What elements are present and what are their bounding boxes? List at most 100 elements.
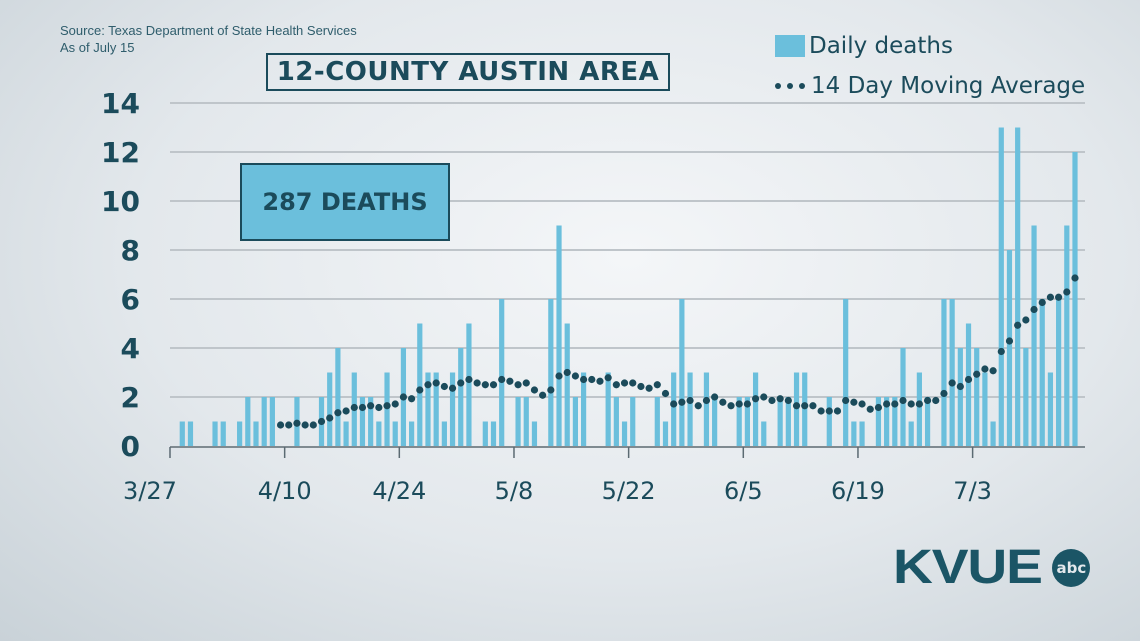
bar xyxy=(433,372,439,446)
moving-average-dot xyxy=(711,393,719,401)
y-tick-label: 10 xyxy=(101,185,140,218)
moving-average-dot xyxy=(1038,298,1046,307)
moving-average-dot xyxy=(375,403,383,412)
abc-logo-icon: abc xyxy=(1052,548,1091,587)
moving-average-dot xyxy=(399,393,408,401)
moving-average-dot xyxy=(678,398,686,406)
moving-average-dot xyxy=(571,372,580,380)
bar xyxy=(220,421,226,446)
bar xyxy=(687,372,693,446)
bar xyxy=(1047,372,1054,446)
moving-average-dot xyxy=(629,379,637,387)
bar xyxy=(368,397,374,446)
moving-average-dot xyxy=(498,375,506,384)
moving-average-dot xyxy=(932,396,940,405)
bar xyxy=(441,421,447,446)
bar xyxy=(662,421,669,446)
bar xyxy=(752,372,759,446)
moving-average-dot xyxy=(694,402,702,410)
x-tick-label: 5/8 xyxy=(495,477,534,505)
moving-average-dot xyxy=(367,402,375,410)
moving-average-dot xyxy=(948,379,956,387)
bar xyxy=(679,299,685,446)
bar xyxy=(843,299,849,446)
legend: Daily deaths 14 Day Moving Average xyxy=(775,26,1085,106)
moving-average-dot xyxy=(768,396,776,405)
bar xyxy=(490,421,497,446)
bar xyxy=(1072,152,1078,446)
bar xyxy=(425,372,431,446)
legend-label: 14 Day Moving Average xyxy=(811,73,1086,99)
moving-average-dot xyxy=(342,407,350,415)
moving-average-dot xyxy=(424,381,432,389)
moving-average-dot xyxy=(645,384,653,392)
moving-average-dot xyxy=(661,389,670,398)
bar xyxy=(630,397,636,446)
moving-average-dot xyxy=(440,382,448,391)
bar xyxy=(269,397,275,446)
bar xyxy=(417,323,423,446)
moving-average-dot xyxy=(350,403,358,412)
chart-title: 12-COUNTY AUSTIN AREA xyxy=(266,53,670,91)
bar xyxy=(466,323,472,446)
moving-average-dot xyxy=(817,407,825,415)
moving-average-dot xyxy=(1063,288,1071,296)
moving-average-dot xyxy=(276,421,285,429)
bar xyxy=(851,421,857,446)
moving-average-dot xyxy=(842,396,850,405)
moving-average-dot xyxy=(858,400,866,408)
bar xyxy=(671,372,677,446)
moving-average-dot xyxy=(539,391,547,399)
bar xyxy=(237,421,243,446)
bar xyxy=(957,348,963,446)
legend-item-average: 14 Day Moving Average xyxy=(775,66,1085,106)
bar xyxy=(965,323,972,446)
moving-average-dot xyxy=(522,379,530,387)
bar xyxy=(982,372,988,446)
bar xyxy=(621,421,628,446)
bar xyxy=(744,397,750,446)
bar xyxy=(654,397,660,446)
moving-average-dot xyxy=(883,400,891,408)
moving-average-dot xyxy=(981,365,989,373)
logo-text: KVUE xyxy=(893,541,1043,594)
moving-average-dot xyxy=(588,375,596,384)
bar xyxy=(212,421,218,446)
bar xyxy=(482,421,488,446)
bar xyxy=(613,397,619,446)
moving-average-dot xyxy=(801,402,809,410)
bar xyxy=(605,372,611,446)
bar xyxy=(572,397,579,446)
moving-average-dot xyxy=(637,382,645,391)
bar xyxy=(327,372,333,446)
moving-average-dot xyxy=(383,402,391,410)
moving-average-dot xyxy=(514,381,522,389)
moving-average-dot xyxy=(809,402,817,410)
y-tick-label: 14 xyxy=(101,87,140,120)
x-tick-label: 6/19 xyxy=(831,477,885,505)
bar xyxy=(245,397,251,446)
bar xyxy=(359,397,366,446)
y-tick-label: 0 xyxy=(121,430,140,463)
moving-average-dot xyxy=(891,400,899,408)
y-tick-label: 2 xyxy=(121,381,140,414)
bar xyxy=(908,421,914,446)
moving-average-dot xyxy=(416,386,424,394)
bar xyxy=(1039,299,1045,446)
moving-average-dot xyxy=(719,398,727,406)
moving-average-dot xyxy=(702,396,711,405)
bar xyxy=(1023,348,1029,446)
moving-average-dot xyxy=(391,400,399,408)
bar xyxy=(712,397,718,446)
moving-average-dot xyxy=(989,367,997,375)
moving-average-dot xyxy=(530,386,539,394)
bar xyxy=(1031,225,1037,446)
moving-average-dot xyxy=(1014,321,1022,329)
bar-swatch xyxy=(775,35,805,57)
moving-average-dot xyxy=(1022,316,1030,324)
legend-label: Daily deaths xyxy=(809,33,953,59)
moving-average-dot xyxy=(596,377,604,385)
moving-average-dot xyxy=(563,368,571,377)
moving-average-dot xyxy=(432,379,440,387)
moving-average-dot xyxy=(973,370,981,378)
